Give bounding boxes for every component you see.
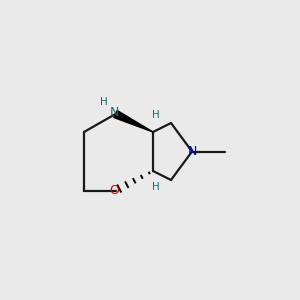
Text: N: N [187, 145, 197, 158]
Text: N: N [109, 106, 119, 119]
Text: H: H [152, 110, 160, 121]
Text: H: H [100, 97, 107, 107]
Text: O: O [109, 184, 119, 197]
Polygon shape [114, 110, 153, 132]
Text: H: H [152, 182, 160, 193]
